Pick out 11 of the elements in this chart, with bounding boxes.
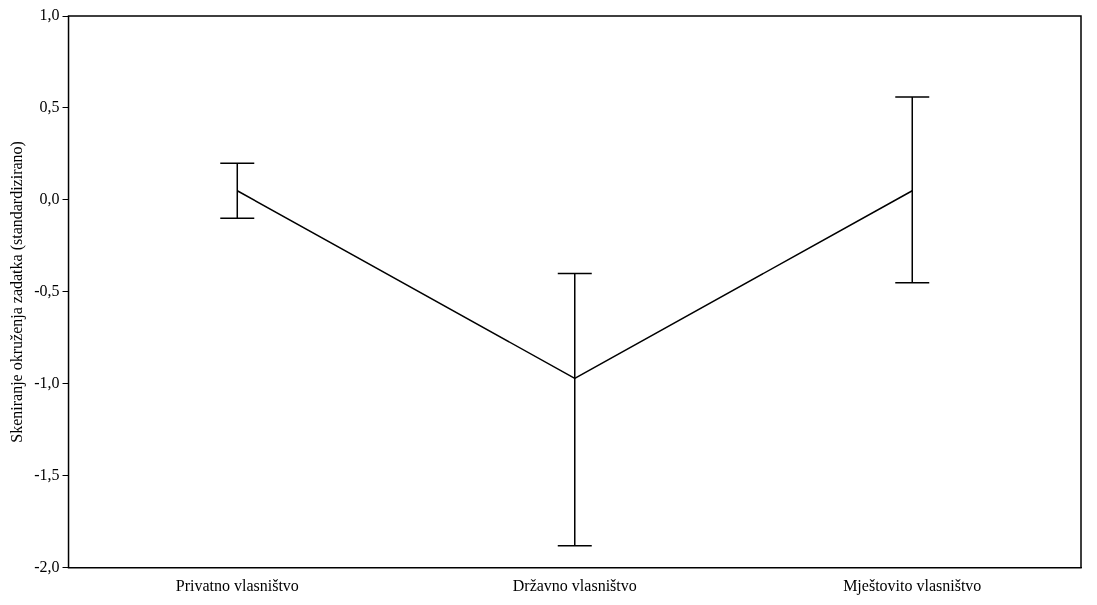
y-tick-label: -2,0 — [34, 558, 60, 575]
y-tick-label: 0,5 — [39, 98, 60, 116]
y-axis-title: Skeniranje okruženja zadatka (standardizirano) — [7, 141, 26, 443]
y-tick-label: -0,5 — [34, 282, 60, 300]
x-tick-label: Državno vlasništvo — [512, 576, 637, 594]
x-tick-label: Privatno vlasništvo — [175, 576, 299, 594]
y-tick-label: -1,5 — [34, 466, 60, 484]
x-tick-label: Mještovito vlasništvo — [843, 576, 982, 595]
y-tick-label: 1,0 — [39, 6, 60, 24]
y-tick-label: 0,0 — [39, 190, 60, 208]
y-tick-label: -1,0 — [34, 374, 60, 392]
